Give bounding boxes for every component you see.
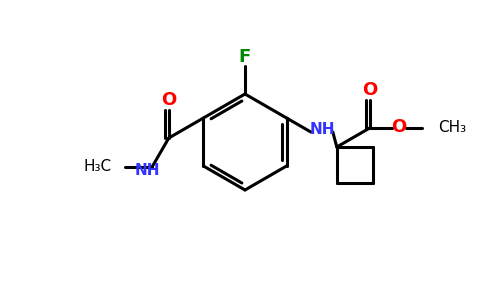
Text: F: F [239,48,251,66]
Text: CH₃: CH₃ [438,119,466,134]
Text: O: O [362,81,378,99]
Text: NH: NH [310,122,335,136]
Text: O: O [161,91,176,109]
Text: H₃C: H₃C [84,159,112,174]
Text: NH: NH [135,163,161,178]
Text: O: O [391,118,407,136]
